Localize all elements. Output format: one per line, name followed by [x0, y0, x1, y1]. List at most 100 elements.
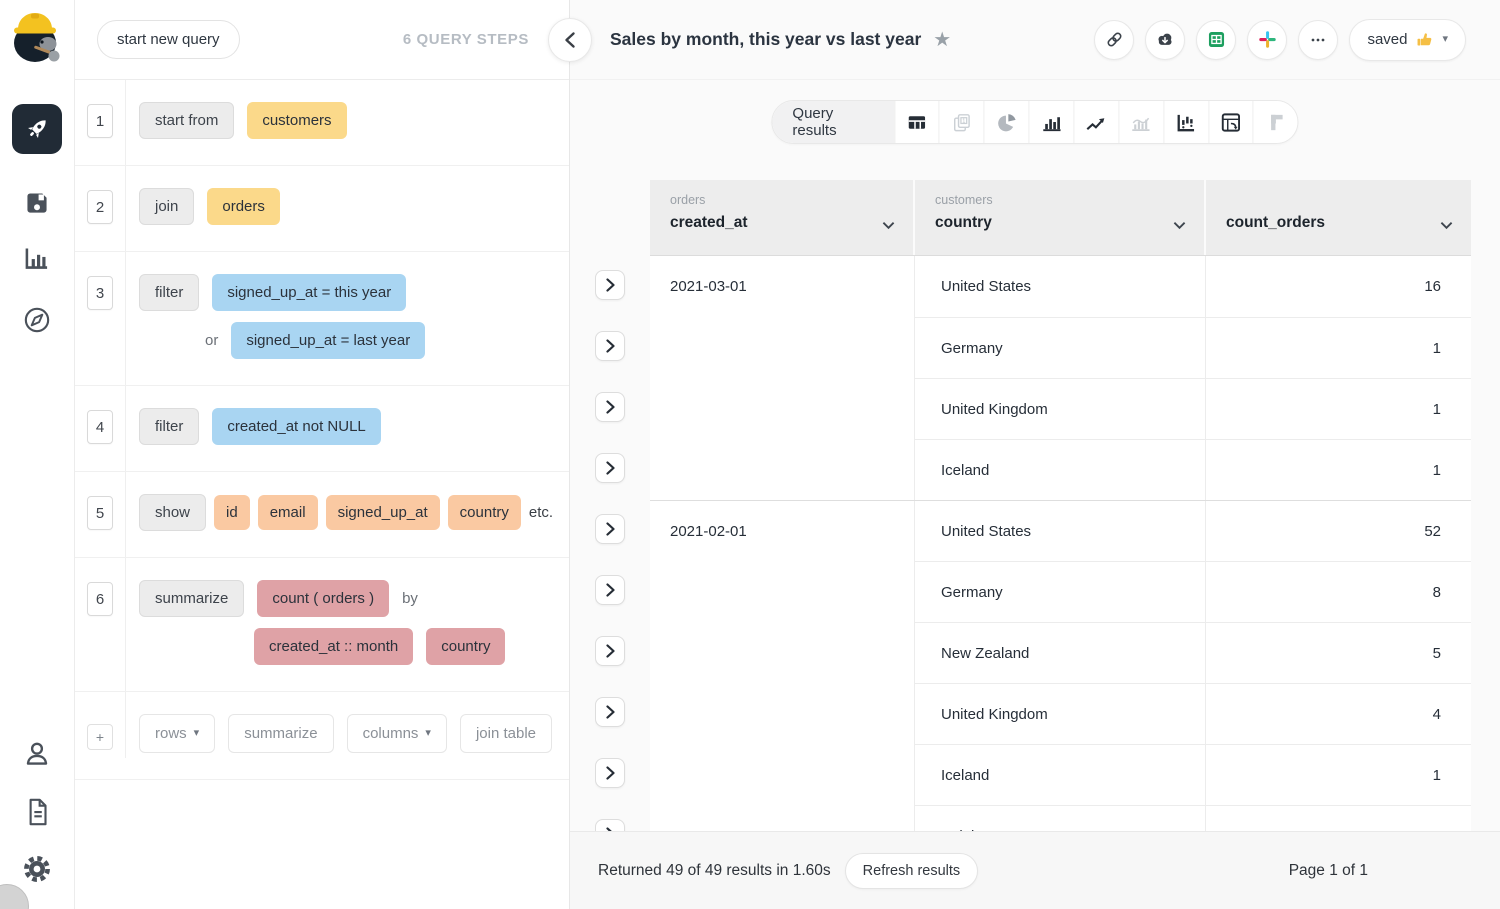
more-options-button[interactable]: [1298, 19, 1339, 60]
table-row: Iceland 1: [650, 439, 1471, 500]
filter-pill[interactable]: created_at not NULL: [212, 408, 381, 445]
sidebar-item-docs[interactable]: [20, 795, 54, 829]
document-icon: [29, 798, 47, 826]
query-step-1: 1 start from customers: [75, 80, 569, 166]
compass-icon: [24, 307, 50, 333]
column-header-country[interactable]: customers country: [915, 180, 1206, 255]
table-row: Belgium 1: [650, 805, 1471, 831]
step-number: 4: [87, 410, 113, 444]
query-step-4: 4 filter created_at not NULL: [75, 386, 569, 472]
group-by-pill[interactable]: created_at :: month: [254, 628, 414, 665]
columns-button[interactable]: columns ▾: [346, 714, 447, 753]
sidebar-item-explore[interactable]: [20, 303, 54, 337]
join-table-button[interactable]: join table: [459, 714, 552, 753]
header-actions: saved ▾: [1094, 18, 1466, 61]
user-icon: [26, 742, 48, 765]
step-number: 5: [87, 496, 113, 530]
or-connector: or: [205, 332, 219, 349]
column-pill[interactable]: country: [447, 495, 521, 530]
column-header-count-orders[interactable]: count_orders: [1206, 180, 1471, 255]
results-table: orders created_at customers country coun…: [650, 180, 1471, 831]
sidebar-item-saved-queries[interactable]: [20, 186, 54, 220]
sidebar-item-charts[interactable]: [20, 241, 54, 275]
share-link-button[interactable]: [1094, 19, 1135, 60]
expand-row-button[interactable]: [595, 636, 625, 666]
expand-row-button[interactable]: [595, 331, 625, 361]
app-logo[interactable]: [6, 5, 68, 67]
export-download-button[interactable]: [1145, 19, 1186, 60]
expand-row-button[interactable]: [595, 758, 625, 788]
query-steps-count: 6 QUERY STEPS: [402, 31, 529, 48]
query-step-3: 3 filter signed_up_at = this year or sig…: [75, 252, 569, 386]
tab-query-results[interactable]: Query results: [772, 101, 894, 143]
viz-table-icon[interactable]: [893, 101, 939, 143]
bar-chart-icon: [25, 248, 48, 269]
viz-flag-icon[interactable]: [1252, 101, 1298, 143]
chevron-down-icon[interactable]: [882, 217, 895, 235]
query-step-2: 2 join orders: [75, 166, 569, 252]
viz-area-chart-icon[interactable]: [1118, 101, 1164, 143]
favorite-star-icon[interactable]: ★: [933, 28, 952, 51]
column-pill[interactable]: id: [214, 495, 250, 530]
group-by-pill[interactable]: country: [426, 628, 506, 665]
chevron-down-icon[interactable]: [1173, 217, 1186, 235]
column-header-created-at[interactable]: orders created_at: [650, 180, 915, 255]
cloud-download-icon: [1158, 33, 1172, 45]
expand-row-button[interactable]: [595, 270, 625, 300]
add-step-row: + rows ▾ summarize columns ▾ join table: [75, 692, 569, 780]
table-pill[interactable]: customers: [247, 102, 347, 139]
table-pill[interactable]: orders: [207, 188, 280, 225]
etc-label: etc.: [528, 504, 554, 521]
expand-row-button[interactable]: [595, 453, 625, 483]
add-step-button[interactable]: +: [87, 724, 113, 750]
summarize-button[interactable]: summarize: [228, 714, 334, 753]
expand-row-button[interactable]: [595, 697, 625, 727]
step-op-button[interactable]: start from: [139, 102, 235, 139]
column-pill[interactable]: signed_up_at: [325, 495, 440, 530]
chevron-left-icon: [565, 32, 575, 48]
google-sheets-button[interactable]: [1196, 19, 1237, 60]
thumbs-up-icon: [1418, 33, 1432, 46]
column-pill[interactable]: email: [257, 495, 318, 530]
viz-line-chart-icon[interactable]: [1073, 101, 1119, 143]
step-number: 3: [87, 276, 113, 310]
start-new-query-button[interactable]: start new query: [97, 20, 240, 59]
table-row: 2021-02-01 United States 52: [650, 500, 1471, 561]
rows-button[interactable]: rows ▾: [139, 714, 216, 753]
table-row: New Zealand 5: [650, 622, 1471, 683]
sidebar-item-account[interactable]: [20, 737, 54, 771]
collapse-panel-button[interactable]: [548, 18, 592, 62]
expand-row-button[interactable]: [595, 392, 625, 422]
pagination-label: Page 1 of 1: [1288, 861, 1368, 879]
filter-pill[interactable]: signed_up_at = last year: [231, 322, 426, 359]
viz-pivot-table-icon[interactable]: [1207, 101, 1253, 143]
slack-button[interactable]: [1247, 19, 1288, 60]
filter-pill[interactable]: signed_up_at = this year: [212, 274, 407, 311]
step-op-button[interactable]: summarize: [139, 580, 245, 617]
expand-row-button[interactable]: [595, 514, 625, 544]
aggregate-pill[interactable]: count ( orders ): [257, 580, 390, 617]
saved-status-button[interactable]: saved ▾: [1349, 18, 1466, 61]
sidebar-item-settings[interactable]: [20, 852, 54, 886]
builder-toolbar: start new query 6 QUERY STEPS: [75, 0, 569, 80]
viz-number-card-icon[interactable]: 1: [938, 101, 984, 143]
mole-logo-icon: [14, 13, 60, 62]
expand-row-button[interactable]: [595, 819, 625, 831]
viz-bar-chart-icon[interactable]: [1028, 101, 1074, 143]
viz-pie-chart-icon[interactable]: [983, 101, 1029, 143]
expand-row-button[interactable]: [595, 575, 625, 605]
step-op-button[interactable]: join: [139, 188, 195, 225]
link-icon: [1107, 32, 1122, 47]
refresh-results-button[interactable]: Refresh results: [844, 852, 979, 889]
row-expander-rail: [595, 180, 629, 831]
by-connector: by: [402, 590, 418, 607]
chevron-down-icon[interactable]: [1440, 217, 1453, 235]
step-op-button[interactable]: filter: [139, 274, 200, 311]
viz-distribution-chart-icon[interactable]: [1163, 101, 1208, 143]
table-row: 2021-03-01 United States 16: [650, 256, 1471, 317]
chevron-down-icon: ▾: [1442, 33, 1448, 45]
step-op-button[interactable]: show: [139, 494, 207, 531]
sidebar-item-query-builder[interactable]: [12, 104, 62, 154]
table-row: Germany 8: [650, 561, 1471, 622]
step-op-button[interactable]: filter: [139, 408, 200, 445]
